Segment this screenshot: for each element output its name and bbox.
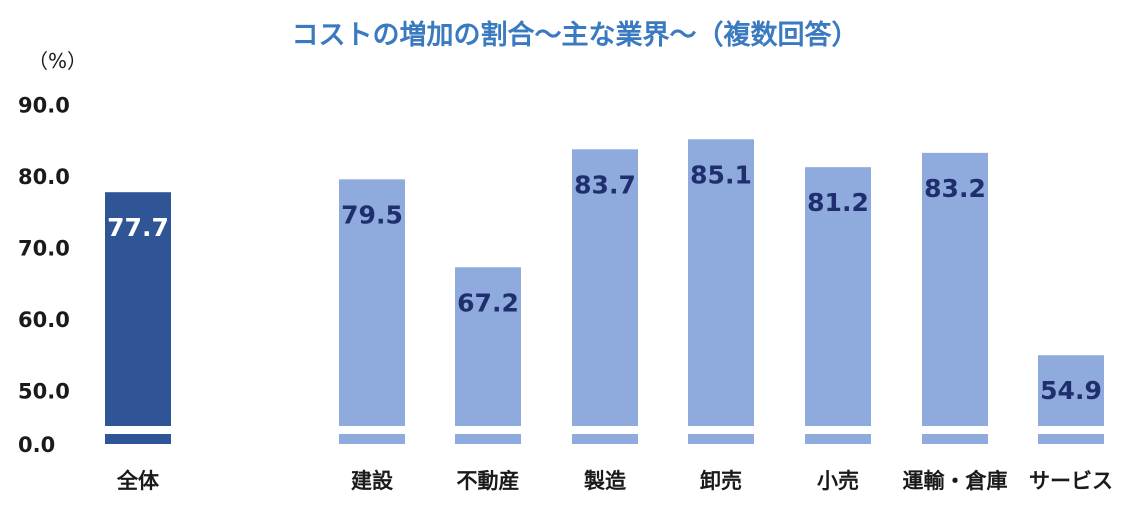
x-tick-label: サービス xyxy=(1029,469,1113,493)
x-tick-label: 製造 xyxy=(583,469,627,493)
data-label: 54.9 xyxy=(1040,376,1102,405)
bar-base xyxy=(1038,434,1104,444)
bar xyxy=(688,139,754,426)
data-label: 81.2 xyxy=(807,188,869,217)
y-tick-label: 70.0 xyxy=(18,236,70,260)
x-tick-label: 卸売 xyxy=(700,469,742,493)
bar xyxy=(572,149,638,427)
bar xyxy=(339,179,405,426)
bar-base xyxy=(688,434,754,444)
bar xyxy=(805,167,871,427)
bar-base xyxy=(922,434,988,444)
bar-base xyxy=(105,434,171,444)
value-labels: 77.7 79.5 67.2 83.7 85.1 81.2 83.2 54.9 xyxy=(107,160,1102,405)
data-label: 77.7 xyxy=(107,213,169,242)
bar xyxy=(455,267,521,426)
x-tick-label: 建設 xyxy=(351,469,394,493)
bar-base xyxy=(455,434,521,444)
bar-base xyxy=(572,434,638,444)
bars xyxy=(105,139,1104,444)
data-label: 83.2 xyxy=(924,174,986,203)
y-axis-unit: （%） xyxy=(28,49,87,73)
bar xyxy=(1038,355,1104,426)
bar xyxy=(105,192,171,426)
y-tick-label: 0.0 xyxy=(18,433,55,457)
data-label: 67.2 xyxy=(457,288,519,317)
chart-title: コストの増加の割合～主な業界～（複数回答） xyxy=(292,19,859,51)
x-tick-label: 小売 xyxy=(817,469,859,493)
data-label: 79.5 xyxy=(341,200,403,229)
x-tick-label: 不動産 xyxy=(457,469,520,493)
bar-base xyxy=(805,434,871,444)
x-tick-label: 全体 xyxy=(116,469,160,493)
y-tick-label: 90.0 xyxy=(18,93,70,117)
y-tick-label: 50.0 xyxy=(18,379,70,403)
bar-base xyxy=(339,434,405,444)
bar xyxy=(922,152,988,426)
x-tick-label: 運輸・倉庫 xyxy=(903,469,1008,493)
y-tick-label: 60.0 xyxy=(18,308,70,332)
data-label: 83.7 xyxy=(574,170,636,199)
y-tick-label: 80.0 xyxy=(18,165,70,189)
data-label: 85.1 xyxy=(690,160,752,189)
category-labels: 全体 建設 不動産 製造 卸売 小売 運輸・倉庫 サービス xyxy=(116,469,1113,493)
y-axis-ticks: 0.0 50.0 60.0 70.0 80.0 90.0 xyxy=(18,93,70,457)
